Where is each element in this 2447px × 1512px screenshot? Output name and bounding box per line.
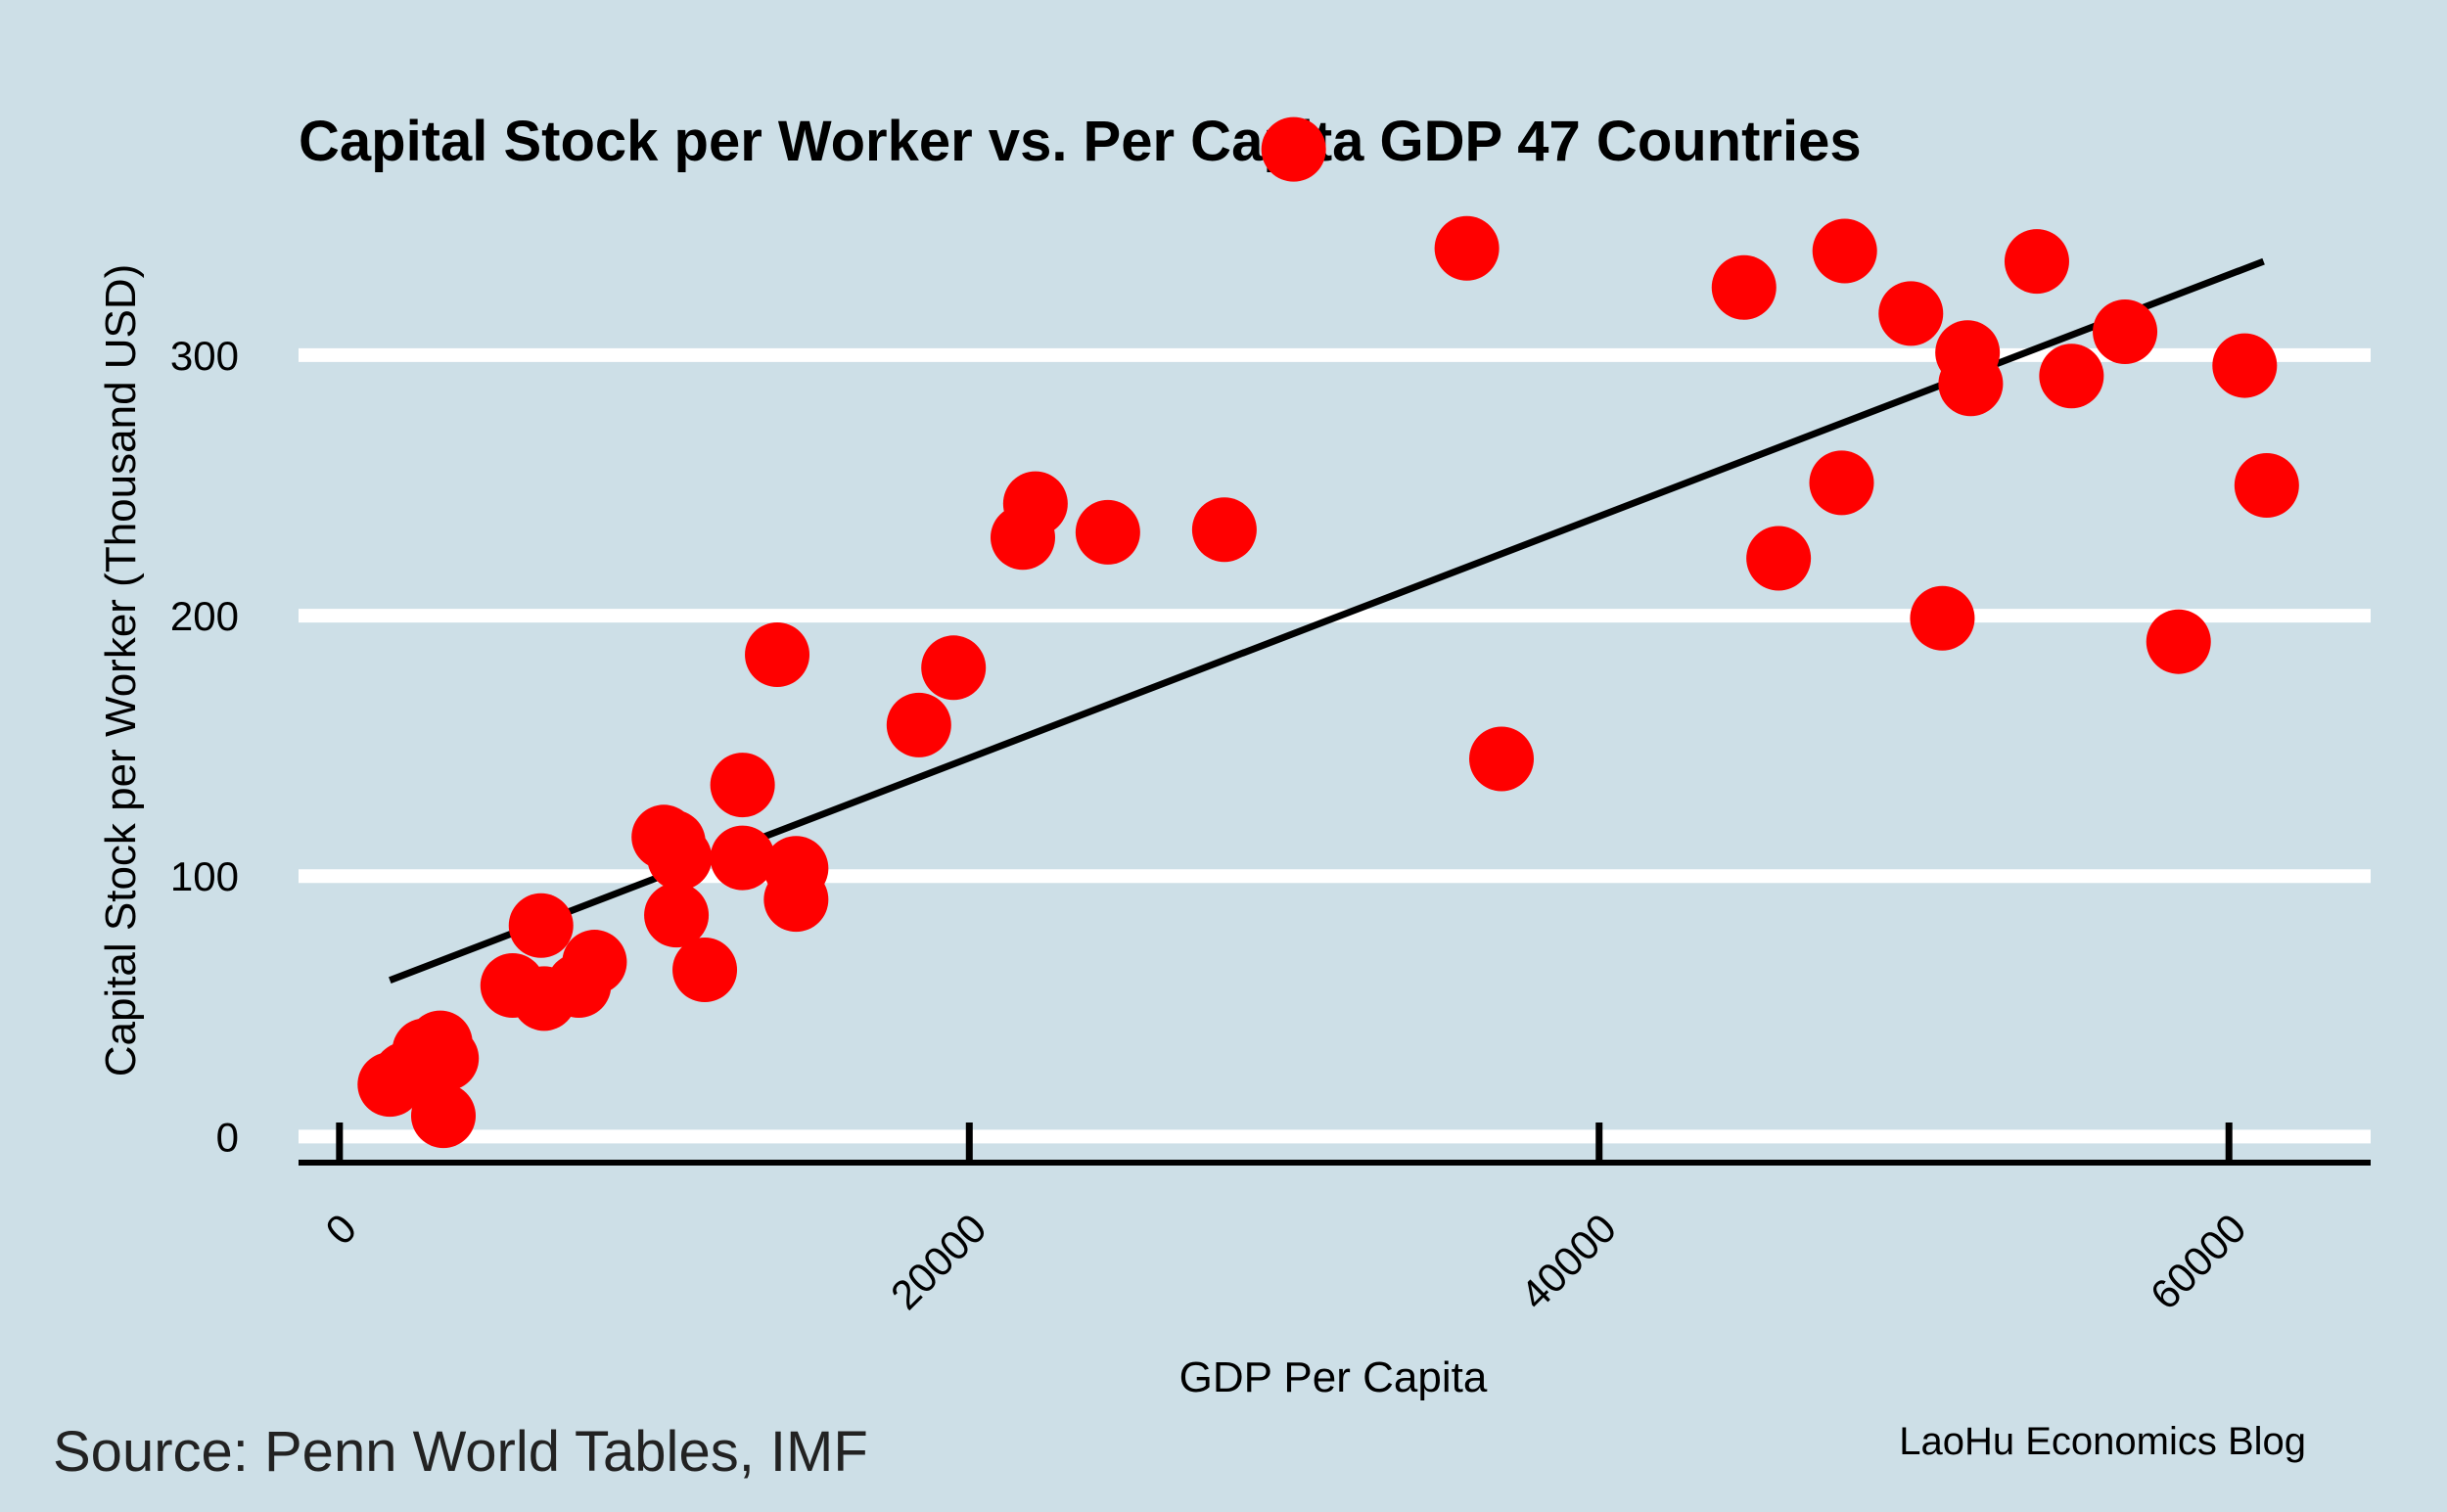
data-point-13 xyxy=(2146,609,2211,674)
data-point-1 xyxy=(1261,116,1326,182)
data-point-23 xyxy=(886,692,951,757)
y-tick-labels: 0 100 200 300 xyxy=(170,333,239,1160)
data-point-2 xyxy=(1434,215,1500,281)
data-point-28 xyxy=(763,867,829,933)
data-point-19 xyxy=(1075,499,1140,565)
data-point-24 xyxy=(745,622,810,687)
data-point-32 xyxy=(644,883,710,948)
data-point-22 xyxy=(921,635,987,701)
chart-title: Capital Stock per Worker vs. Per Capita … xyxy=(299,110,1862,173)
data-point-8 xyxy=(2004,229,2069,295)
data-point-21 xyxy=(990,505,1055,571)
data-point-12 xyxy=(2234,453,2299,518)
data-point-43 xyxy=(414,1026,480,1091)
data-point-11 xyxy=(2212,333,2278,398)
y-tick-label-100: 100 xyxy=(170,853,239,899)
y-tick-label-0: 0 xyxy=(216,1114,239,1160)
data-point-4 xyxy=(1812,218,1877,284)
data-point-17 xyxy=(1469,726,1535,792)
data-point-14 xyxy=(1809,450,1874,516)
data-point-33 xyxy=(672,938,738,1003)
data-point-36 xyxy=(480,953,545,1019)
data-point-18 xyxy=(1191,497,1257,563)
source-note: Source: Penn World Tables, IMF xyxy=(53,1420,868,1484)
data-points xyxy=(357,116,2299,1149)
x-axis-label: GDP Per Capita xyxy=(1179,1353,1488,1401)
data-point-31 xyxy=(647,825,713,891)
data-point-25 xyxy=(710,753,775,818)
credit-text: LaoHu Economics Blog xyxy=(1899,1420,2306,1463)
data-point-7 xyxy=(1938,351,2004,417)
data-point-44 xyxy=(410,1083,476,1149)
y-tick-label-200: 200 xyxy=(170,593,239,639)
data-point-34 xyxy=(508,893,574,958)
data-point-15 xyxy=(1746,526,1812,591)
data-point-26 xyxy=(710,825,775,891)
x-axis xyxy=(299,1123,2371,1166)
data-point-16 xyxy=(1910,585,1975,651)
data-point-5 xyxy=(1878,281,1944,346)
data-point-10 xyxy=(2093,298,2158,364)
y-axis-label: Capital Stock per Worker (Thousand USD) xyxy=(97,264,145,1077)
data-point-9 xyxy=(2039,344,2104,409)
data-point-38 xyxy=(562,930,627,995)
y-tick-label-300: 300 xyxy=(170,333,239,379)
data-point-3 xyxy=(1711,254,1777,320)
